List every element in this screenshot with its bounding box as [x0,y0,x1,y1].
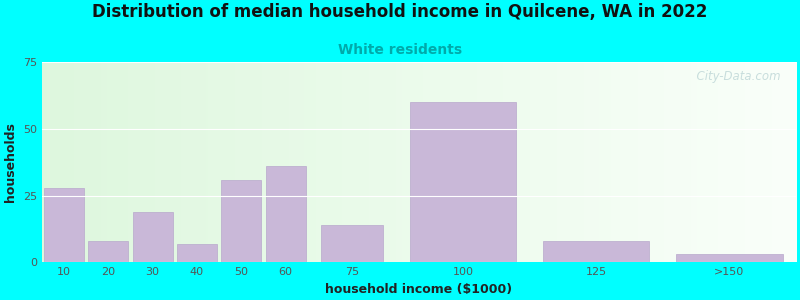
Bar [133,212,173,262]
Bar [177,244,217,262]
Bar [44,188,84,262]
Bar [321,225,383,262]
Bar [543,241,650,262]
Text: White residents: White residents [338,44,462,58]
Bar [676,254,782,262]
Bar [266,166,306,262]
Bar [222,180,262,262]
X-axis label: household income ($1000): household income ($1000) [326,283,512,296]
Bar [88,241,128,262]
Text: City-Data.com: City-Data.com [689,70,781,83]
Y-axis label: households: households [4,122,17,202]
Text: Distribution of median household income in Quilcene, WA in 2022: Distribution of median household income … [92,3,708,21]
Bar [410,102,516,262]
